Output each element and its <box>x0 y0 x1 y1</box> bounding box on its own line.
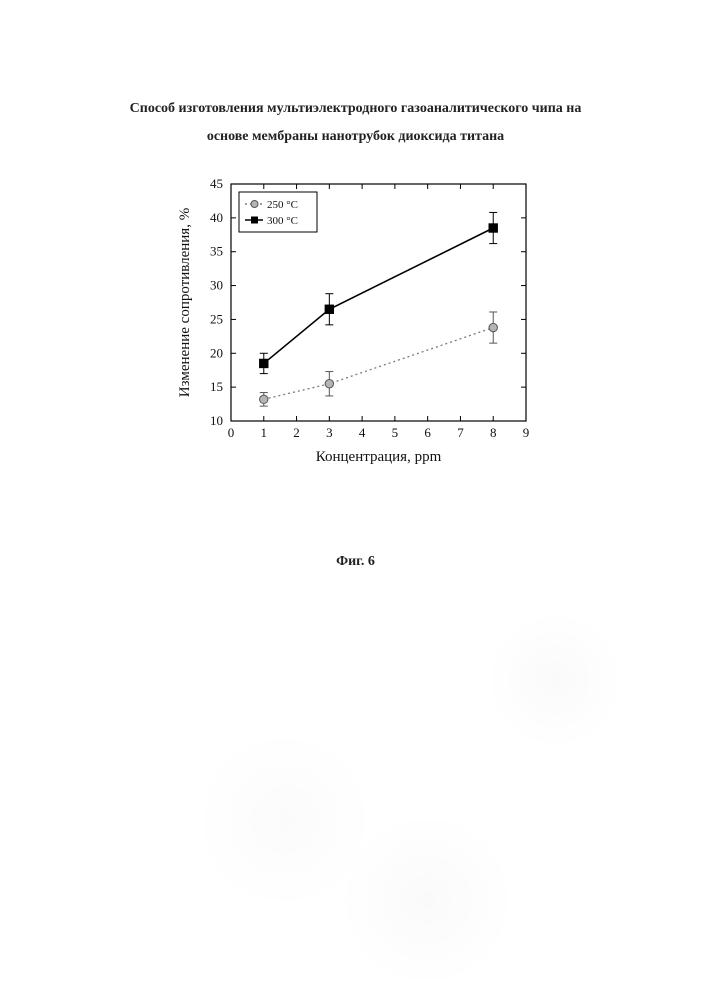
svg-text:4: 4 <box>358 425 365 440</box>
svg-text:15: 15 <box>210 379 223 394</box>
svg-text:30: 30 <box>210 278 223 293</box>
svg-text:35: 35 <box>210 244 223 259</box>
svg-text:25: 25 <box>210 311 223 326</box>
document-page: Способ изготовления мультиэлектродного г… <box>0 0 711 1000</box>
document-title: Способ изготовления мультиэлектродного г… <box>76 95 636 151</box>
title-line-1: Способ изготовления мультиэлектродного г… <box>76 95 636 123</box>
svg-text:45: 45 <box>210 176 223 191</box>
svg-text:20: 20 <box>210 345 223 360</box>
svg-text:Изменение сопротивления, %: Изменение сопротивления, % <box>177 208 193 397</box>
svg-text:0: 0 <box>227 425 234 440</box>
svg-text:8: 8 <box>489 425 496 440</box>
svg-text:1: 1 <box>260 425 267 440</box>
title-line-2: основе мембраны нанотрубок диоксида тита… <box>76 123 636 151</box>
svg-text:9: 9 <box>522 425 529 440</box>
resistance-vs-concentration-chart: 01234567891015202530354045Концентрация, … <box>171 169 541 474</box>
figure-caption: Фиг. 6 <box>0 554 711 570</box>
svg-text:6: 6 <box>424 425 431 440</box>
svg-text:2: 2 <box>293 425 300 440</box>
svg-text:40: 40 <box>210 210 223 225</box>
svg-text:5: 5 <box>391 425 398 440</box>
svg-text:7: 7 <box>457 425 464 440</box>
svg-text:250 °C: 250 °C <box>267 199 298 211</box>
chart-svg: 01234567891015202530354045Концентрация, … <box>171 169 541 469</box>
svg-text:10: 10 <box>210 413 223 428</box>
svg-text:Концентрация, ppm: Концентрация, ppm <box>315 449 441 465</box>
svg-text:3: 3 <box>326 425 333 440</box>
svg-text:300 °C: 300 °C <box>267 215 298 227</box>
